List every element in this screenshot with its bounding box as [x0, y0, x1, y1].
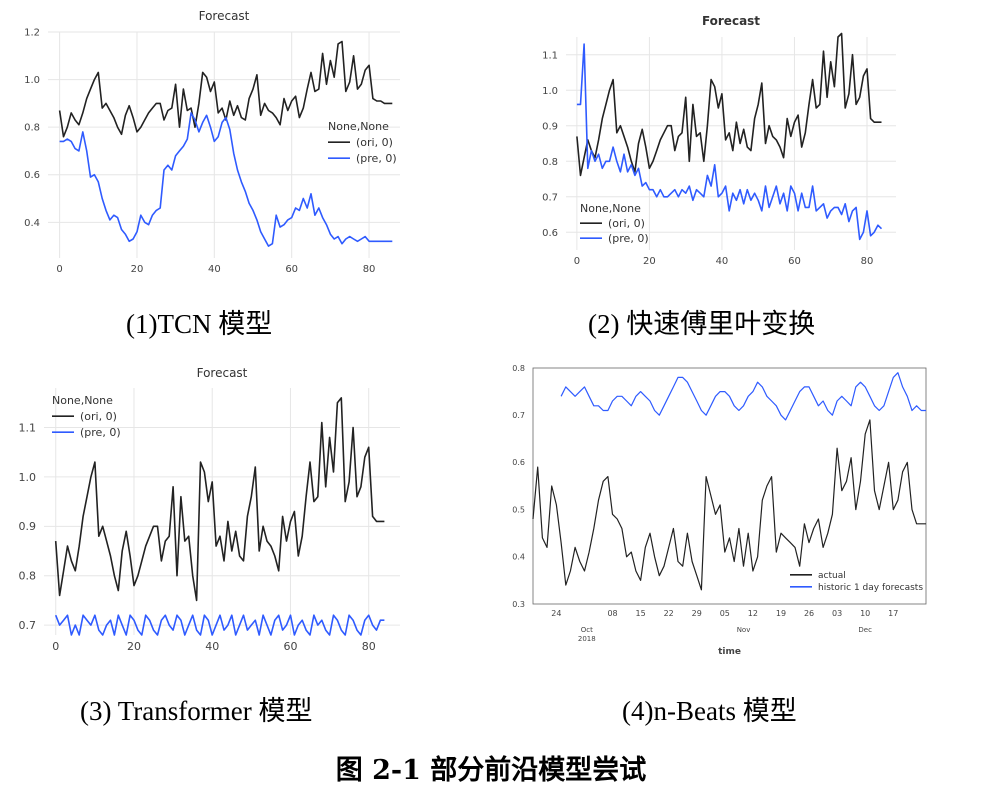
caption-fft: (2) 快速傅里叶变换	[588, 309, 816, 339]
x-tick-label: 80	[362, 640, 376, 653]
x-tick-label: 22	[664, 609, 674, 618]
chart-title: Forecast	[702, 14, 760, 28]
x-tick-label: 40	[208, 264, 221, 275]
series-line-forecast	[54, 614, 385, 636]
y-tick-label: 0.9	[542, 121, 558, 132]
figure-caption: 图 2-1 部分前沿模型尝试	[335, 755, 647, 786]
y-tick-label: 0.4	[512, 553, 525, 562]
y-tick-label: 0.8	[19, 570, 37, 583]
x-tick-label: 03	[832, 609, 842, 618]
x-tick-label: Dec	[858, 626, 872, 634]
x-tick-label: 15	[636, 609, 646, 618]
x-tick-label: 12	[748, 609, 758, 618]
legend-label: (ori, 0)	[80, 410, 117, 423]
x-tick-label: 0	[574, 256, 580, 267]
x-tick-label: 80	[363, 264, 376, 275]
y-tick-label: 0.8	[542, 157, 558, 168]
legend-label: (ori, 0)	[608, 217, 645, 230]
x-tick-label: Nov	[737, 626, 751, 634]
x-tick-label: 19	[776, 609, 786, 618]
y-tick-label: 1.0	[19, 471, 37, 484]
legend-title: None,None	[580, 202, 641, 215]
series-line-forecast	[576, 43, 883, 241]
plot-frame	[532, 367, 927, 605]
panel-tcn: 0.4 0.6 0.8 1.0 1.2 0 20 40 60 80 Forecast None,Non…	[0, 0, 480, 295]
x-tick-label: 17	[888, 609, 898, 618]
caption-tcn: (1)TCN 模型	[126, 309, 273, 339]
legend-label: (pre, 0)	[608, 232, 649, 245]
y-tick-label: 0.3	[512, 600, 525, 609]
x-tick-label: 08	[607, 609, 617, 618]
y-tick-label: 0.6	[542, 228, 558, 239]
x-tick-label: 80	[861, 256, 874, 267]
y-tick-label: 0.8	[512, 364, 525, 373]
legend-label: (ori, 0)	[356, 136, 393, 149]
x-tick-label: 29	[692, 609, 702, 618]
series-line-actual	[576, 32, 882, 177]
series-line-forecast	[59, 112, 393, 247]
chart-title: Forecast	[199, 9, 250, 23]
x-tick-label: 05	[720, 609, 730, 618]
chart-tcn: 0.4 0.6 0.8 1.0 1.2 0 20 40 60 80 Forecast None,Non…	[24, 9, 400, 275]
x-tick-label: Oct	[581, 626, 593, 634]
y-tick-label: 1.1	[542, 50, 558, 61]
caption-transformer: (3) Transformer 模型	[80, 696, 313, 726]
legend-label: actual	[818, 571, 846, 581]
series-line-actual	[532, 419, 926, 591]
legend-title: None,None	[328, 120, 389, 133]
y-tick-label: 0.4	[24, 218, 40, 229]
y-tick-label: 1.2	[24, 28, 40, 39]
y-tick-label: 0.7	[19, 619, 37, 632]
x-tick-label: 0	[52, 640, 59, 653]
series-line-forecast	[560, 372, 926, 421]
x-tick-label: 60	[283, 640, 297, 653]
chart-transformer: 0.7 0.8 0.9 1.0 1.1 0 20 40 60 80 Forecast None,Non…	[19, 366, 400, 653]
x-tick-label: 40	[205, 640, 219, 653]
x-tick-label: 20	[643, 256, 656, 267]
x-tick-label: 10	[860, 609, 870, 618]
x-axis-label: time	[718, 647, 741, 657]
x-tick-label: 60	[788, 256, 801, 267]
series-line-actual	[54, 397, 385, 602]
chart-fft: 0.6 0.7 0.8 0.9 1.0 1.1 0 20 40 60 80 Forecast None,…	[542, 14, 896, 267]
legend-label: historic 1 day forecasts	[818, 583, 923, 593]
legend-title: None,None	[52, 394, 113, 407]
x-tick-label: 2018	[578, 635, 596, 643]
x-tick-label: 20	[127, 640, 141, 653]
x-tick-label: 60	[285, 264, 298, 275]
caption-nbeats: (4)n-Beats 模型	[622, 696, 797, 726]
y-tick-label: 1.0	[24, 75, 40, 86]
panel-transformer: 0.7 0.8 0.9 1.0 1.1 0 20 40 60 80 Forecast None,Non…	[0, 0, 480, 680]
y-tick-label: 1.1	[19, 421, 37, 434]
y-tick-label: 0.8	[24, 123, 40, 134]
x-tick-label: 0	[56, 264, 62, 275]
legend-label: (pre, 0)	[80, 426, 121, 439]
chart-title: Forecast	[197, 366, 248, 380]
panel-fft: 0.6 0.7 0.8 0.9 1.0 1.1 0 20 40 60 80 Forecast None,…	[0, 0, 982, 295]
y-tick-label: 0.7	[542, 192, 558, 203]
y-tick-label: 0.9	[19, 520, 37, 533]
x-tick-label: 26	[804, 609, 814, 618]
panel-nbeats: 0.3 0.4 0.5 0.6 0.7 0.8 24 Oct 2018 08 15 22 29 05 Nov…	[512, 364, 927, 657]
x-tick-label: 40	[716, 256, 729, 267]
x-tick-label: 20	[131, 264, 144, 275]
y-tick-label: 0.6	[512, 458, 525, 467]
y-tick-label: 0.6	[24, 170, 40, 181]
y-tick-label: 0.5	[512, 505, 525, 514]
legend-label: (pre, 0)	[356, 152, 397, 165]
x-tick-label: 24	[551, 609, 561, 618]
y-tick-label: 1.0	[542, 86, 558, 97]
y-tick-label: 0.7	[512, 411, 525, 420]
